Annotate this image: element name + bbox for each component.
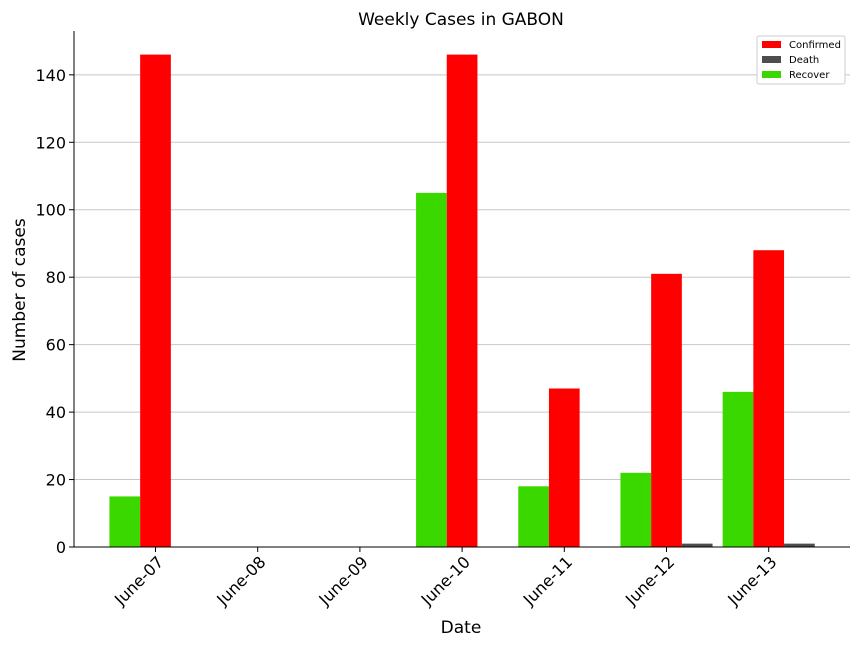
legend-label-recover: Recover	[789, 70, 830, 81]
bar-confirmed-5	[651, 273, 682, 547]
bar-recover-4	[518, 486, 549, 547]
y-tick-label-3: 60	[46, 336, 66, 355]
y-tick-label-6: 120	[35, 133, 66, 152]
x-tick-label-1: June-08	[212, 552, 269, 609]
y-tick-label-4: 80	[46, 268, 66, 287]
y-tick-label-2: 40	[46, 403, 66, 422]
bar-recover-5	[620, 472, 652, 547]
bar-death-5	[681, 543, 713, 547]
x-tick-label-5: June-12	[621, 552, 678, 609]
legend-label-confirmed: Confirmed	[789, 40, 841, 51]
bar-confirmed-3	[446, 54, 478, 547]
bar-confirmed-6	[753, 250, 785, 547]
bar-recover-3	[416, 192, 447, 547]
y-tick-label-5: 100	[35, 201, 66, 220]
x-tick-label-0: June-07	[110, 552, 167, 609]
legend-swatch-death	[762, 56, 781, 63]
bar-confirmed-4	[548, 388, 580, 547]
bar-confirmed-0	[140, 54, 171, 547]
x-tick-label-4: June-11	[519, 552, 576, 609]
y-axis-label: Number of cases	[10, 218, 30, 362]
x-tick-label-3: June-10	[417, 552, 474, 609]
x-tick-label-2: June-09	[314, 552, 371, 609]
y-tick-label-1: 20	[46, 471, 66, 490]
legend-swatch-confirmed	[762, 41, 781, 48]
x-axis-label: Date	[441, 618, 482, 638]
y-tick-label-7: 140	[35, 66, 66, 85]
bar-death-6	[784, 543, 815, 547]
y-tick-label-0: 0	[56, 538, 66, 557]
bar-recover-6	[722, 391, 754, 547]
chart-title: Weekly Cases in GABON	[358, 10, 564, 30]
legend-swatch-recover	[762, 71, 781, 78]
legend-label-death: Death	[789, 55, 819, 66]
x-tick-label-6: June-13	[723, 552, 780, 609]
bar-recover-0	[109, 496, 141, 547]
